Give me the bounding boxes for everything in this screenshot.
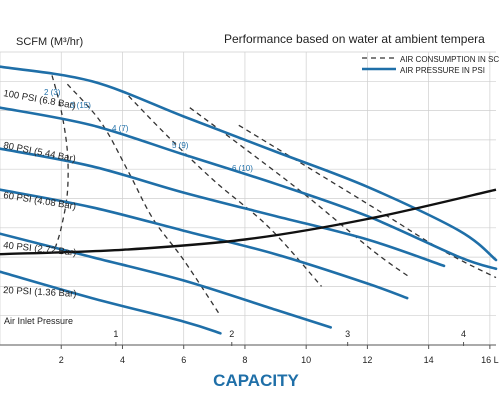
inlet-pressure-curve bbox=[0, 188, 497, 256]
pressure-label: 60 PSI (4.08 Bar) bbox=[3, 190, 77, 212]
pressure-curve-5 bbox=[0, 270, 222, 335]
grid bbox=[0, 51, 496, 346]
consumption-label: 5 (9) bbox=[172, 141, 189, 150]
top-axis-ticks: 1 2 3 4 bbox=[113, 329, 466, 346]
bottom-tick-label: 6 bbox=[181, 355, 186, 365]
consumption-label: 3 (15) bbox=[70, 101, 91, 110]
legend: AIR CONSUMPTION IN SC AIR PRESSURE IN PS… bbox=[362, 55, 499, 75]
pressure-curve-0 bbox=[0, 65, 498, 262]
top-tick-label: 4 bbox=[461, 329, 466, 339]
pressure-label: 100 PSI (6.8 Bar) bbox=[2, 88, 76, 112]
pressure-label: 40 PSI (2.72 Bar) bbox=[3, 240, 77, 259]
consumption-curve-2 bbox=[51, 75, 69, 249]
consumption-label: 4 (7) bbox=[112, 124, 129, 133]
consumption-curve-6 bbox=[238, 124, 497, 279]
consumption-curve-3 bbox=[66, 83, 221, 317]
pressure-curve-4 bbox=[0, 232, 332, 329]
bottom-tick-label: 10 bbox=[301, 355, 311, 365]
y-axis-label: SCFM (M³/hr) bbox=[16, 36, 83, 48]
top-tick-label: 2 bbox=[229, 329, 234, 339]
consumption-label: 2 (3) bbox=[44, 88, 61, 97]
curves bbox=[0, 65, 498, 335]
bottom-tick-label: 8 bbox=[242, 355, 247, 365]
pressure-curve-2 bbox=[0, 147, 446, 268]
pressure-curve-3 bbox=[0, 188, 409, 300]
curve-labels: 100 PSI (6.8 Bar) 80 PSI (5.44 Bar) 60 PSI… bbox=[2, 88, 253, 300]
legend-label-consumption: AIR CONSUMPTION IN SC bbox=[400, 55, 499, 64]
consumption-curve-4 bbox=[128, 95, 322, 287]
pressure-curve-1 bbox=[0, 106, 498, 271]
top-tick-label: 3 bbox=[345, 329, 350, 339]
bottom-axis-ticks: 2 4 6 8 10 12 14 16 L bbox=[59, 345, 499, 365]
bottom-tick-label: 12 bbox=[362, 355, 372, 365]
inlet-label: Air Inlet Pressure bbox=[4, 316, 73, 326]
chart-title: Performance based on water at ambient te… bbox=[224, 32, 485, 46]
consumption-curve-5 bbox=[189, 107, 411, 279]
pressure-label: 20 PSI (1.36 Bar) bbox=[3, 285, 77, 300]
bottom-tick-label: 16 L bbox=[481, 355, 499, 365]
pressure-label: 80 PSI (5.44 Bar) bbox=[2, 140, 76, 165]
legend-label-pressure: AIR PRESSURE IN PSI bbox=[400, 66, 485, 75]
bottom-tick-label: 2 bbox=[59, 355, 64, 365]
bottom-tick-label: 4 bbox=[120, 355, 125, 365]
x-axis-label: CAPACITY bbox=[213, 371, 299, 390]
top-tick-label: 1 bbox=[113, 329, 118, 339]
bottom-tick-label: 14 bbox=[424, 355, 434, 365]
consumption-label: 6 (10) bbox=[232, 164, 253, 173]
